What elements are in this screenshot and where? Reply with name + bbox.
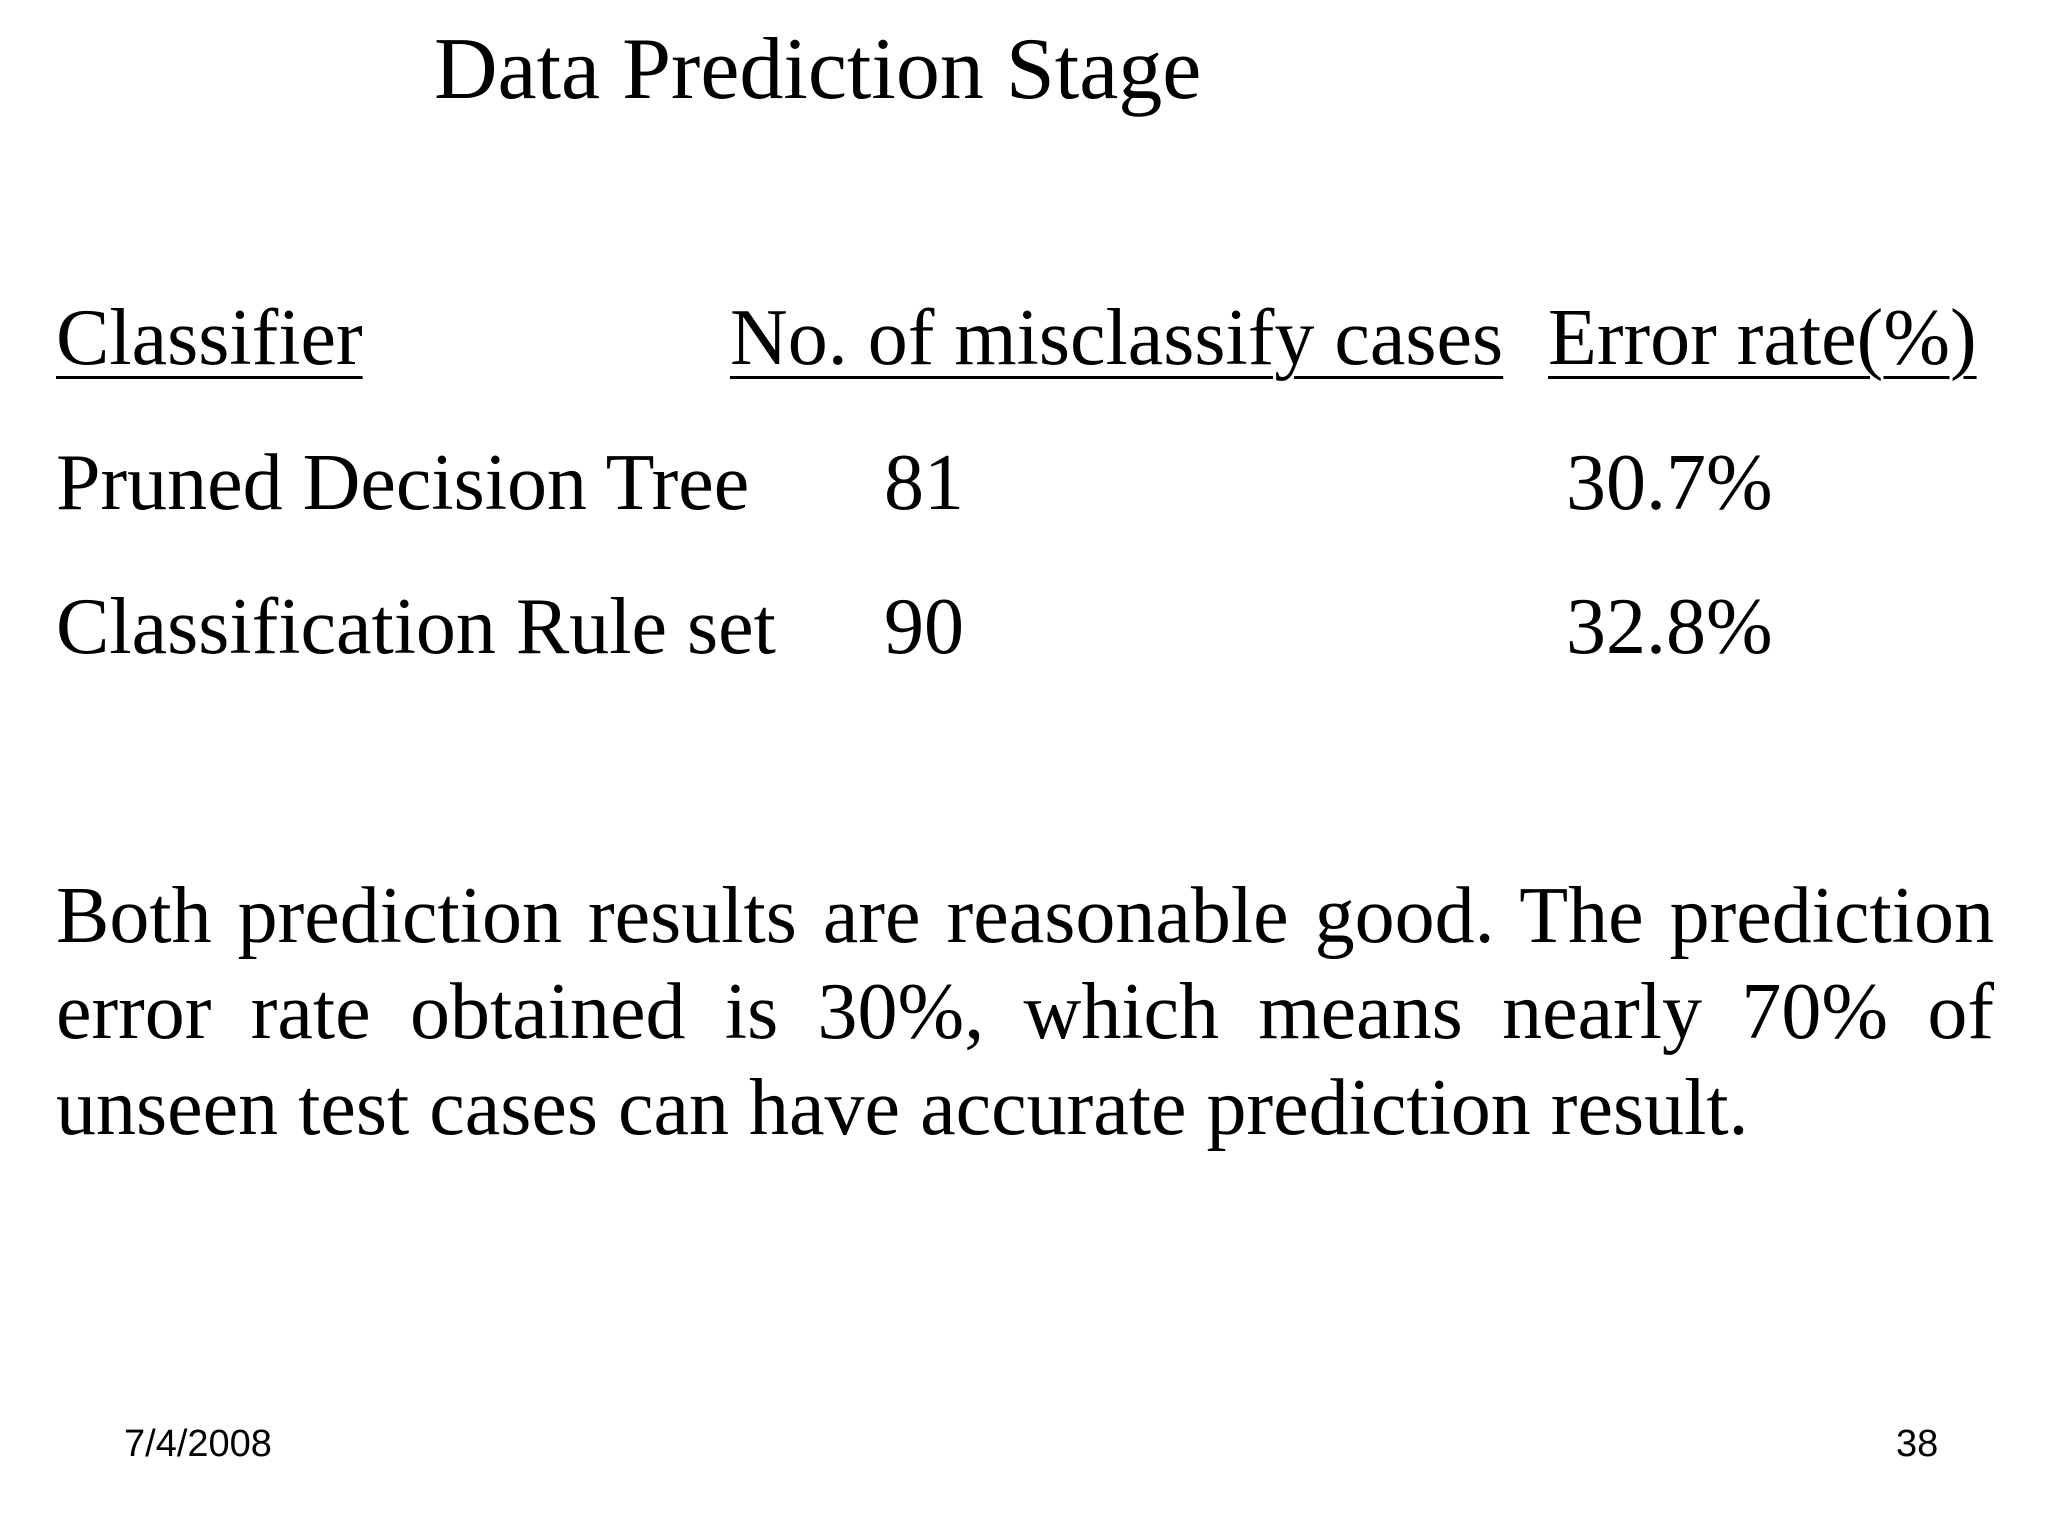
footer-page-number: 38 [1896, 1423, 1939, 1465]
summary-paragraph: Both prediction results are reasonable g… [56, 872, 1994, 1152]
table-cell-error-rate: 32.8% [1566, 583, 1773, 671]
table-cell-classifier-name: Pruned Decision Tree [56, 439, 750, 527]
column-header-misclassified-cases: No. of misclassify cases [730, 294, 1504, 382]
column-header-classifier: Classifier [56, 294, 363, 382]
table-cell-misclassified-count: 81 [884, 439, 964, 527]
footer-date: 7/4/2008 [124, 1423, 272, 1465]
table-cell-misclassified-count: 90 [884, 583, 964, 671]
table-cell-classifier-name: Classification Rule set [56, 583, 776, 671]
table-cell-error-rate: 30.7% [1566, 439, 1773, 527]
column-header-error-rate: Error rate(%) [1548, 294, 1977, 382]
slide-title: Data Prediction Stage [434, 21, 1202, 118]
